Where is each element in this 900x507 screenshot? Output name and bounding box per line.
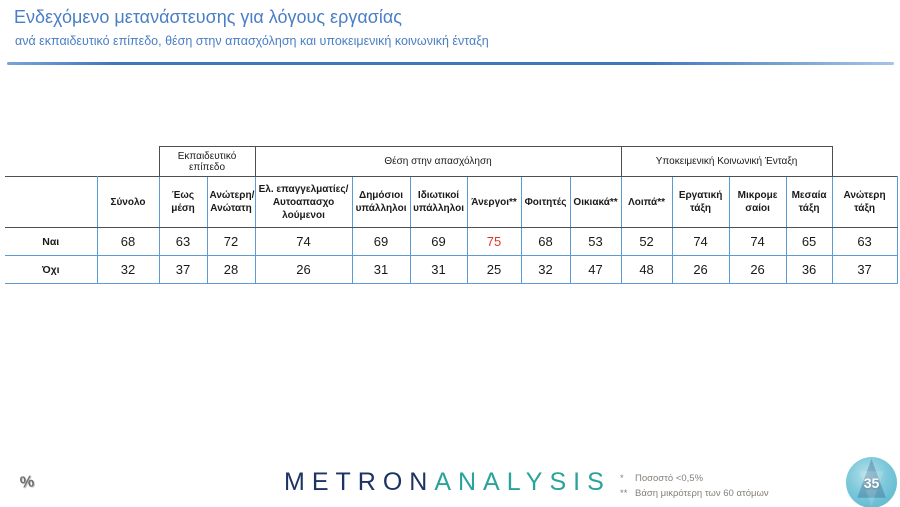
column-header-other: Λοιπά** [620, 176, 673, 228]
metron-analysis-logo: METRONANALYSIS [284, 468, 611, 497]
survey-table: Εκπαιδευτικό επίπεδο Θέση στην απασχόλησ… [5, 146, 898, 284]
footnote-line: * Ποσοστό <0,5% [620, 472, 769, 487]
column-header-self-employed: Ελ. επαγγελματίες/ Αυτοαπασχο λούμενοι [254, 176, 353, 228]
data-cell: 47 [569, 255, 622, 284]
column-header-working-class: Εργατική τάξη [671, 176, 730, 228]
blank-cell [5, 147, 159, 177]
column-header-middle-class: Μεσαία τάξη [785, 176, 833, 228]
data-cell: 26 [254, 255, 353, 284]
group-header-social-class: Υποκειμενική Κοινωνική Ένταξη [620, 146, 833, 177]
column-header-petite-bourgeoisie: Μικρομε σαίοι [728, 176, 787, 228]
table-row-no: Όχι 32 37 28 26 31 31 25 32 47 48 26 26 … [5, 255, 898, 284]
column-header-public-employees: Δημόσιοι υπάλληλοι [351, 176, 411, 228]
data-cell: 69 [351, 227, 411, 256]
footnotes: * Ποσοστό <0,5% ** Βάση μικρότερη των 60 α… [620, 472, 769, 501]
table-row-yes: Ναι 68 63 72 74 69 69 75 68 53 52 74 74 … [5, 227, 898, 256]
logo-metron-text: METRON [284, 468, 435, 496]
group-header-employment: Θέση στην απασχόληση [254, 146, 622, 177]
group-header-row: Εκπαιδευτικό επίπεδο Θέση στην απασχόλησ… [5, 146, 897, 177]
header-divider [7, 62, 894, 65]
column-header-up-to-secondary: Έως μέση [158, 176, 208, 228]
page-subtitle: ανά εκπαιδευτικό επίπεδο, θέση στην απασ… [15, 34, 489, 48]
percent-icon: % [19, 473, 36, 492]
data-cell: 65 [785, 227, 833, 256]
data-cell: 37 [831, 255, 898, 284]
data-cell: 52 [620, 227, 673, 256]
column-header-upper-class: Ανώτερη τάξη [831, 176, 898, 228]
footnote-text: Βάση μικρότερη των 60 ατόμων [635, 487, 769, 499]
page-title: Ενδεχόμενο μετανάστευσης για λόγους εργα… [14, 7, 402, 27]
data-cell-highlighted: 75 [466, 227, 522, 256]
data-cell: 32 [96, 255, 160, 284]
data-cell: 74 [254, 227, 353, 256]
group-header-education: Εκπαιδευτικό επίπεδο [158, 146, 256, 177]
footnote-marker: ** [620, 487, 628, 499]
data-cell: 26 [671, 255, 730, 284]
data-cell: 69 [409, 227, 468, 256]
footnote-text: Ποσοστό <0,5% [635, 473, 704, 484]
data-cell: 63 [158, 227, 208, 256]
footnote-marker: * [620, 473, 624, 484]
data-cell: 25 [466, 255, 522, 284]
data-cell: 68 [96, 227, 160, 256]
data-cell: 68 [520, 227, 571, 256]
data-cell: 72 [206, 227, 256, 256]
data-cell: 37 [158, 255, 208, 284]
data-cell: 31 [409, 255, 468, 284]
column-header-private-employees: Ιδιωτικοί υπάλληλοι [409, 176, 468, 228]
page-number-badge: 35 [846, 457, 897, 507]
column-header-household: Οικιακά** [569, 176, 622, 228]
data-cell: 36 [785, 255, 833, 284]
data-cell: 32 [520, 255, 571, 284]
data-cell: 48 [620, 255, 673, 284]
data-cell: 26 [728, 255, 787, 284]
data-cell: 74 [671, 227, 730, 256]
data-cell: 31 [351, 255, 411, 284]
data-cell: 28 [206, 255, 256, 284]
column-header-total: Σύνολο [96, 176, 160, 228]
column-header-row: Σύνολο Έως μέση Ανώτερη/ Ανώτατη Ελ. επα… [5, 176, 898, 228]
column-header-unemployed: Άνεργοι** [466, 176, 522, 228]
page-number: 35 [863, 474, 880, 491]
column-header-students: Φοιτητές [520, 176, 571, 228]
column-header-higher: Ανώτερη/ Ανώτατη [206, 176, 256, 228]
footnote-line: ** Βάση μικρότερη των 60 ατόμων [620, 487, 769, 502]
row-label: Ναι [5, 227, 98, 256]
logo-analysis-text: ANALYSIS [434, 468, 611, 496]
data-cell: 63 [831, 227, 898, 256]
data-cell: 74 [728, 227, 787, 256]
data-cell: 53 [569, 227, 622, 256]
corner-cell [5, 176, 98, 228]
row-label: Όχι [5, 255, 98, 284]
